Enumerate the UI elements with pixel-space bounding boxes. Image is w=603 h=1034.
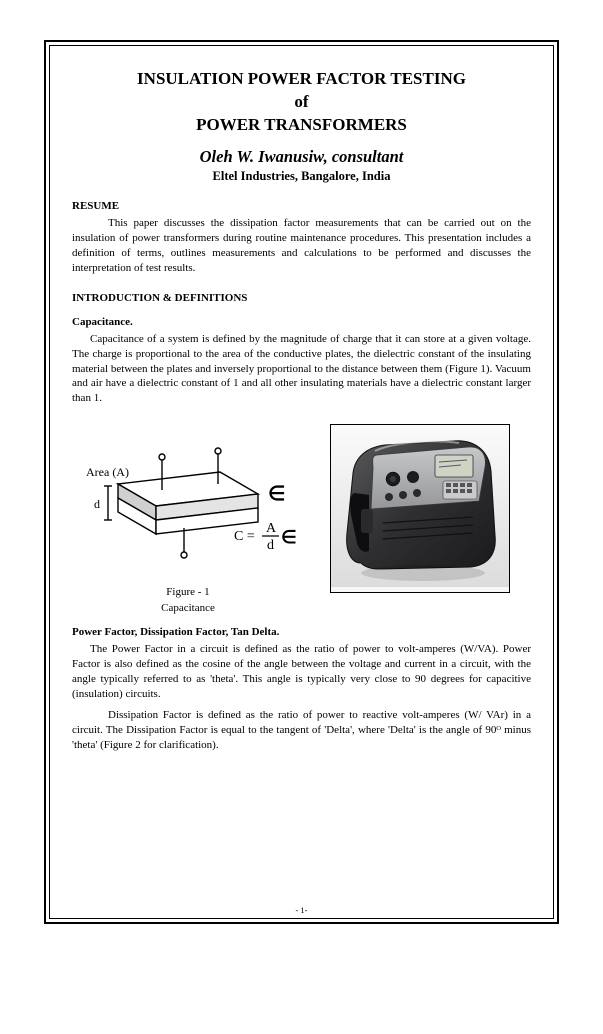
area-label: Area (A) [86,465,129,479]
figure-1-caption: Figure - 1 Capacitance [72,585,304,616]
device-photo [330,424,510,593]
figure-row: Area (A) d ∈ C = A d ∈ Figure - 1 Capaci… [72,424,531,616]
formula-a: A [266,521,277,536]
capacitor-diagram-icon: Area (A) d ∈ C = A d ∈ [72,424,304,574]
figure-1: Area (A) d ∈ C = A d ∈ Figure - 1 Capaci… [72,424,304,616]
epsilon-symbol: ∈ [268,483,285,505]
title-line-3: POWER TRANSFORMERS [72,114,531,137]
pf-body-2: Dissipation Factor is defined as the rat… [72,708,531,753]
resume-heading: RESUME [72,200,531,212]
d-label: d [94,497,100,511]
page-border-outer: INSULATION POWER FACTOR TESTING of POWER… [44,40,559,924]
title-line-2: of [72,91,531,114]
test-instrument-icon [331,425,509,587]
capacitance-body: Capacitance of a system is defined by th… [72,332,531,407]
figure-1-caption-line-1: Figure - 1 [72,585,304,600]
formula-c: C = [234,529,255,544]
title-line-1: INSULATION POWER FACTOR TESTING [72,68,531,91]
page-border-inner: INSULATION POWER FACTOR TESTING of POWER… [49,45,554,919]
page-number: - 1- [50,905,553,915]
resume-body: This paper discusses the dissipation fac… [72,216,531,276]
pf-body-1: The Power Factor in a circuit is defined… [72,642,531,702]
affiliation: Eltel Industries, Bangalore, India [72,169,531,184]
capacitance-heading: Capacitance. [72,316,531,328]
formula-eps: ∈ [281,527,297,547]
author: Oleh W. Iwanusiw, consultant [72,147,531,167]
figure-1-caption-line-2: Capacitance [72,601,304,616]
intro-heading: INTRODUCTION & DEFINITIONS [72,292,531,304]
title-block: INSULATION POWER FACTOR TESTING of POWER… [72,68,531,184]
pf-heading: Power Factor, Dissipation Factor, Tan De… [72,626,531,638]
formula-d: d [267,538,274,553]
